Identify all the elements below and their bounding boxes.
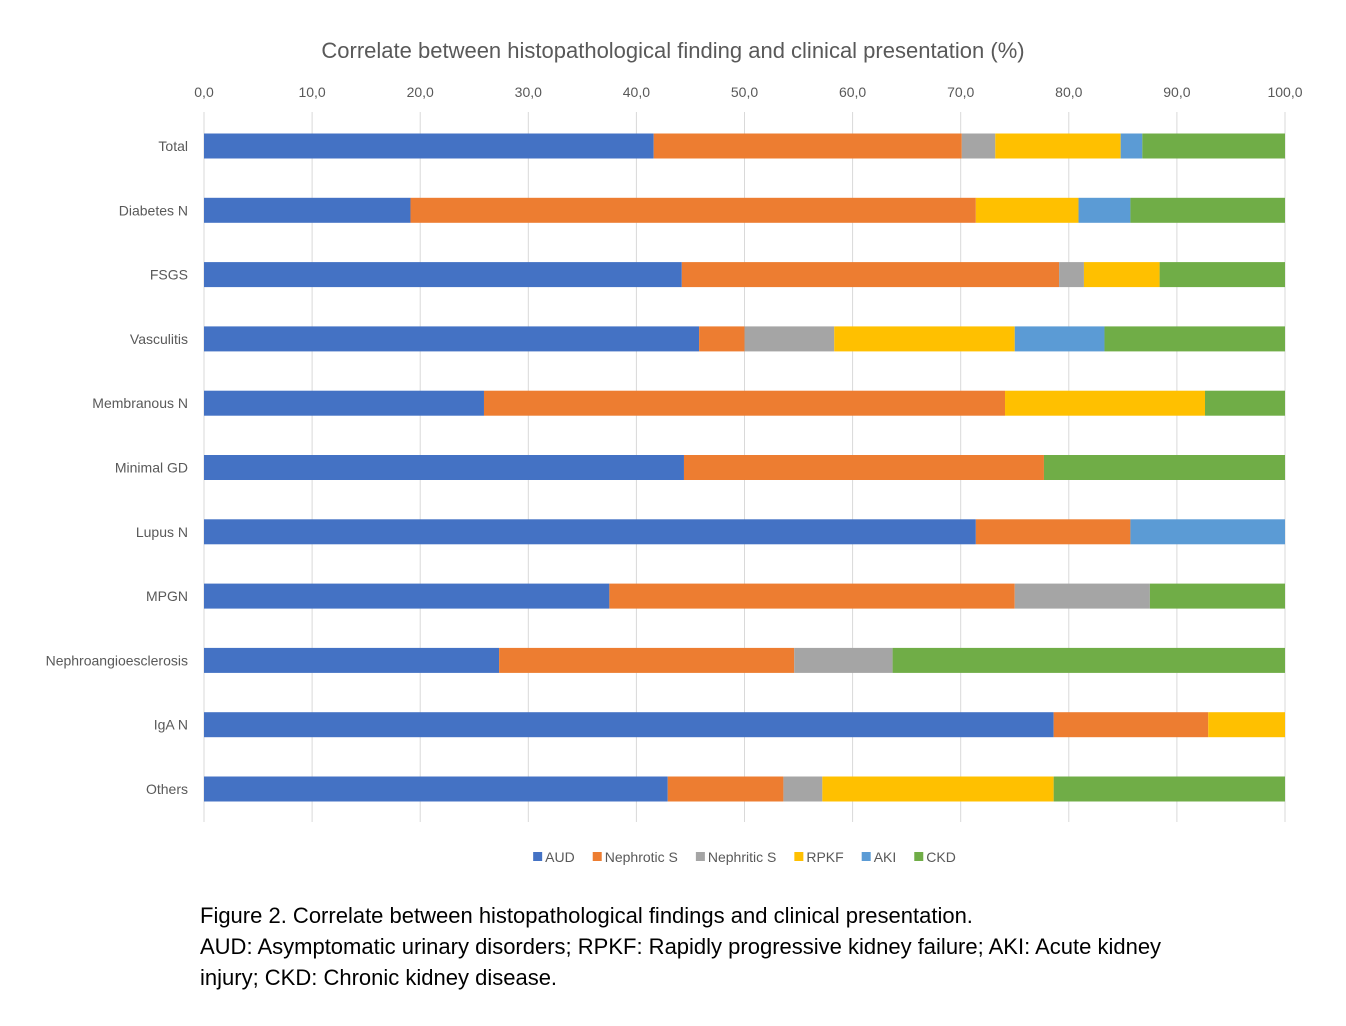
x-tick-label: 70,0 <box>947 84 974 100</box>
bar-segment <box>975 519 1131 545</box>
legend-swatch <box>861 852 871 861</box>
caption-line-2: AUD: Asymptomatic urinary disorders; RPK… <box>200 934 1162 959</box>
legend-label: AKI <box>874 849 897 865</box>
x-tick-label: 10,0 <box>298 84 325 100</box>
bar-segment <box>961 133 996 159</box>
bar-segment <box>204 583 610 609</box>
bar-segment <box>1059 262 1084 288</box>
bar-segment <box>681 262 1060 288</box>
bar-segment <box>653 133 962 159</box>
chart-title: Correlate between histopathological find… <box>321 38 1025 63</box>
category-label: IgA N <box>154 717 188 733</box>
bar-segment <box>995 133 1121 159</box>
bar-segment <box>1205 390 1285 416</box>
bar-segment <box>1130 197 1285 223</box>
bar-segment <box>667 776 784 802</box>
x-tick-label: 30,0 <box>515 84 542 100</box>
legend-swatch <box>695 852 705 861</box>
x-axis-ticks: 0,0 10,0 20,0 30,0 40,0 50,0 60,0 70,0 80,0 90,0 1… <box>194 84 1302 100</box>
bar-segment <box>1142 133 1285 159</box>
legend-label: Nephrotic S <box>605 849 678 865</box>
bar-segment <box>699 326 745 352</box>
category-label: Membranous N <box>92 395 188 411</box>
bar-segment <box>783 776 823 802</box>
bars <box>204 133 1285 802</box>
bar-segment <box>410 197 976 223</box>
x-tick-label: 20,0 <box>407 84 434 100</box>
bar-segment <box>204 776 668 802</box>
bar-segment <box>975 197 1079 223</box>
bar-segment <box>204 712 1054 738</box>
figure-caption: Figure 2. Correlate between histopatholo… <box>200 900 1300 993</box>
x-tick-label: 80,0 <box>1055 84 1082 100</box>
bar-segment <box>204 133 654 159</box>
bar-segment <box>204 262 682 288</box>
bar-segment <box>1104 326 1285 352</box>
bar-segment <box>1014 583 1150 609</box>
x-tick-label: 90,0 <box>1163 84 1190 100</box>
bar-segment <box>892 647 1285 673</box>
bar-segment <box>204 647 500 673</box>
bar-segment <box>204 326 700 352</box>
legend-swatch <box>794 852 804 861</box>
bar-segment <box>483 390 1006 416</box>
caption-line-3: injury; CKD: Chronic kidney disease. <box>200 965 558 990</box>
x-tick-label: 60,0 <box>839 84 866 100</box>
bar-segment <box>1208 712 1285 738</box>
bar-segment <box>1014 326 1105 352</box>
x-tick-label: 40,0 <box>623 84 650 100</box>
bar-segment <box>1149 583 1285 609</box>
legend: AUD Nephrotic S Nephritic S RPKF AKI CKD <box>533 849 956 865</box>
legend-label: AUD <box>545 849 575 865</box>
bar-segment <box>1043 455 1285 480</box>
stacked-bar-chart: 0,0 10,0 20,0 30,0 40,0 50,0 60,0 70,0 80,0 90,0 1… <box>46 84 1303 865</box>
legend-swatch <box>914 852 924 861</box>
category-label: Total <box>158 138 188 154</box>
bar-segment <box>1053 776 1285 802</box>
category-labels: Total Diabetes N FSGS Vasculitis Membranous … <box>46 138 188 797</box>
bar-segment <box>683 455 1044 480</box>
bar-segment <box>794 647 893 673</box>
category-label: FSGS <box>150 267 188 283</box>
bar-segment <box>609 583 1015 609</box>
bar-segment <box>822 776 1054 802</box>
category-label: Nephroangioesclerosis <box>46 652 188 668</box>
legend-swatch <box>592 852 602 861</box>
bar-segment <box>834 326 1015 352</box>
caption-line-1: Figure 2. Correlate between histopatholo… <box>200 903 973 928</box>
category-label: Diabetes N <box>119 202 188 218</box>
bar-segment <box>204 390 484 416</box>
legend-swatch <box>533 852 543 861</box>
bar-segment <box>499 647 795 673</box>
legend-label: RPKF <box>806 849 843 865</box>
bar-segment <box>204 197 411 223</box>
category-label: Minimal GD <box>115 460 188 476</box>
bar-segment <box>1053 712 1209 738</box>
category-label: Lupus N <box>136 524 188 540</box>
bar-segment <box>1159 262 1285 288</box>
legend-label: CKD <box>926 849 956 865</box>
x-tick-label: 100,0 <box>1267 84 1302 100</box>
category-label: Vasculitis <box>130 331 188 347</box>
category-label: MPGN <box>146 588 188 604</box>
bar-segment <box>1120 133 1143 159</box>
bar-segment <box>204 455 684 480</box>
bar-segment <box>204 519 976 545</box>
category-label: Others <box>146 781 188 797</box>
bar-segment <box>744 326 835 352</box>
bar-segment <box>1083 262 1160 288</box>
legend-label: Nephritic S <box>708 849 776 865</box>
bar-segment <box>1005 390 1206 416</box>
x-tick-label: 0,0 <box>194 84 214 100</box>
bar-segment <box>1130 519 1285 545</box>
bar-segment <box>1078 197 1131 223</box>
x-tick-label: 50,0 <box>731 84 758 100</box>
